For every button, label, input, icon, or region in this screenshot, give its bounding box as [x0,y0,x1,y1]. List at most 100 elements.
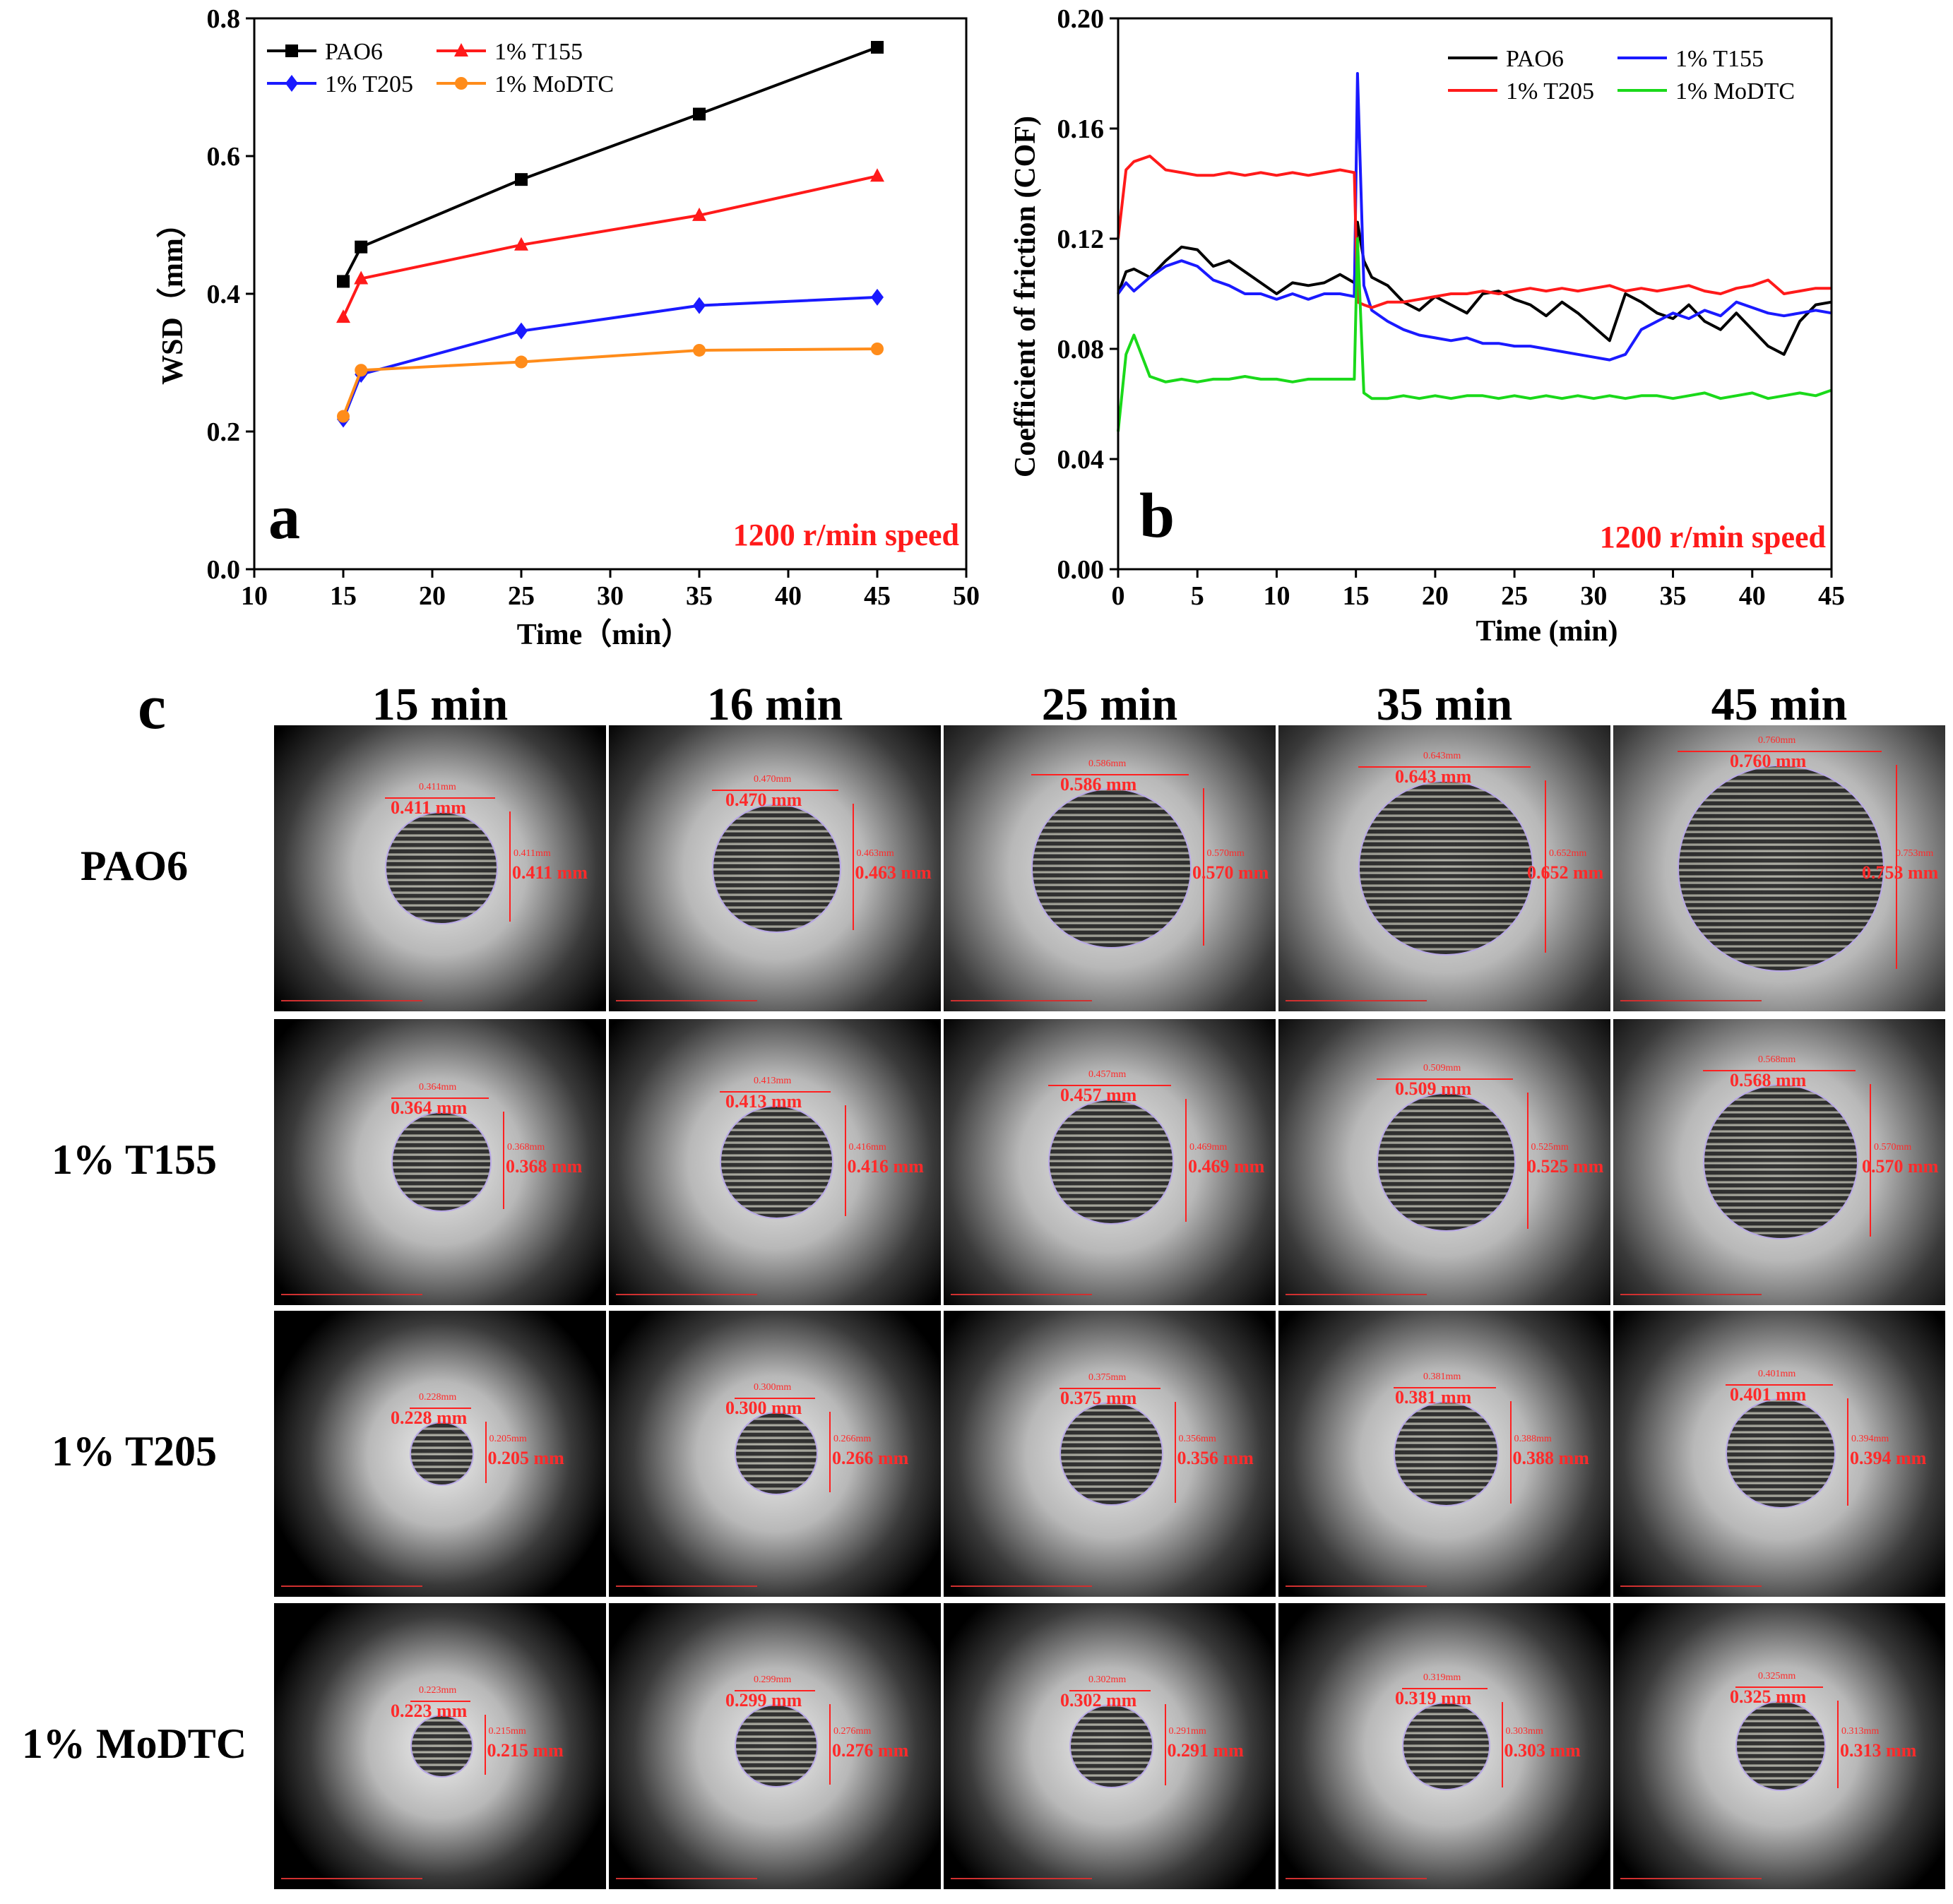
small-vertical-measurement: 0.313mm [1841,1726,1880,1737]
legend-label: 1% T205 [1506,78,1594,105]
x-tick-label: 40 [775,581,802,611]
vertical-measurement: 0.388 mm [1512,1448,1589,1468]
vertical-dimension-line [1202,787,1204,946]
vertical-measurement: 0.463 mm [855,862,932,883]
wear-scar-micrograph: 0.375mm 0.375 mm 0.356mm 0.356 mm [944,1311,1276,1597]
wear-scar-micrograph: 0.470mm 0.470 mm 0.463mm 0.463 mm [609,725,941,1011]
horizontal-dimension-line [719,1090,831,1093]
series-line-1-t155 [342,174,878,319]
x-tick-label: 15 [330,581,357,611]
scale-bar [1620,1585,1762,1587]
data-point [870,168,884,182]
column-header: 25 min [1041,679,1178,730]
horizontal-measurement: 0.223 mm [391,1700,468,1721]
vertical-dimension-line [503,1112,504,1209]
horizontal-dimension-line [1059,1387,1160,1389]
vertical-measurement: 0.416 mm [847,1156,924,1177]
horizontal-measurement: 0.319 mm [1395,1687,1472,1708]
wear-scar [1677,764,1884,972]
horizontal-measurement: 0.299 mm [725,1690,802,1710]
plot-frame [1117,17,1833,571]
legend-label: PAO6 [1506,46,1564,72]
small-vertical-measurement: 0.416mm [848,1142,886,1153]
y-tick-label: 0.16 [1057,114,1105,144]
y-axis-label: Coefficient of friction (COF) [1009,116,1042,477]
horizontal-dimension-line [1358,766,1531,768]
horizontal-measurement: 0.413 mm [725,1090,802,1112]
vertical-measurement: 0.356 mm [1177,1448,1254,1468]
small-vertical-measurement: 0.266mm [833,1434,872,1444]
scale-bar [281,1878,422,1879]
small-horizontal-measurement: 0.302mm [1088,1674,1127,1685]
small-vertical-measurement: 0.570mm [1206,848,1245,859]
scale-bar [616,1585,757,1587]
legend-marker [285,75,298,92]
scale-bar [1620,1294,1762,1295]
vertical-dimension-line [1895,764,1897,969]
vertical-dimension-line [829,1704,831,1785]
vertical-dimension-line [1501,1701,1503,1787]
small-vertical-measurement: 0.570mm [1874,1142,1912,1153]
horizontal-dimension-line [385,797,495,799]
small-horizontal-measurement: 0.300mm [754,1382,792,1393]
vertical-dimension-line [1164,1703,1166,1785]
vertical-dimension-line [1526,1092,1528,1229]
scale-bar [1286,1000,1427,1001]
horizontal-measurement: 0.401 mm [1730,1384,1807,1405]
vertical-dimension-line [1185,1099,1187,1222]
small-vertical-measurement: 0.411mm [514,848,551,859]
wear-scar-micrograph: 0.228mm 0.228 mm 0.205mm 0.205 mm [274,1311,606,1597]
series-line-1-modtc [1117,237,1832,432]
scale-bar [1620,1000,1762,1001]
horizontal-measurement: 0.586 mm [1060,773,1137,795]
x-tick-label: 20 [1422,581,1449,611]
column-header: 15 min [372,679,509,730]
y-axis-label: WSD（mm） [156,208,189,385]
wear-scar-micrograph: 0.643mm 0.643 mm 0.652mm 0.652 mm [1278,725,1610,1011]
small-vertical-measurement: 0.652mm [1549,848,1587,859]
data-point [355,240,368,254]
x-tick-label: 20 [419,581,446,611]
y-tick-label: 0.8 [207,4,241,34]
data-point [693,107,706,121]
wear-scar-micrograph: 0.299mm 0.299 mm 0.276mm 0.276 mm [609,1603,941,1889]
vertical-dimension-line [829,1412,831,1492]
small-vertical-measurement: 0.303mm [1505,1726,1543,1737]
vertical-dimension-line [484,1714,486,1775]
small-horizontal-measurement: 0.643mm [1423,751,1461,761]
legend-label: 1% MoDTC [494,71,614,97]
wear-scar [735,1412,818,1495]
wear-scar-micrograph: 0.413mm 0.413 mm 0.416mm 0.416 mm [609,1019,941,1305]
legend-marker [285,44,298,57]
horizontal-measurement: 0.375 mm [1060,1387,1137,1408]
row-header: 1% T155 [52,1136,217,1183]
wear-scar [1726,1398,1836,1509]
panel-c: c 15 min 16 min 25 min 35 min 45 min PAO6 0.41… [0,664,1953,1904]
vertical-measurement: 0.753 mm [1862,862,1939,883]
horizontal-dimension-line [1393,1386,1496,1388]
wear-scar-micrograph: 0.568mm 0.568 mm 0.570mm 0.570 mm [1613,1019,1945,1305]
scale-bar [281,1585,422,1587]
wear-scar-micrograph: 0.760mm 0.760 mm 0.753mm 0.753 mm [1613,725,1945,1011]
wear-scar [1358,780,1533,956]
vertical-measurement: 0.215 mm [487,1740,564,1761]
wear-scar [1393,1400,1499,1506]
small-horizontal-measurement: 0.375mm [1088,1372,1127,1383]
wear-scar-micrograph: 0.364mm 0.364 mm 0.368mm 0.368 mm [274,1019,606,1305]
wear-scar-micrograph: 0.300mm 0.300 mm 0.266mm 0.266 mm [609,1311,941,1597]
horizontal-dimension-line [391,1097,489,1099]
series-line-pao6 [1117,220,1832,356]
legend-label: 1% T155 [494,39,583,65]
y-tick-label: 0.4 [207,280,241,309]
data-point [871,288,884,306]
series-line-1-t205 [342,295,878,420]
small-horizontal-measurement: 0.299mm [754,1674,792,1685]
vertical-measurement: 0.368 mm [506,1156,583,1177]
wear-scar [719,1105,833,1219]
plot-frame [253,17,968,571]
horizontal-measurement: 0.643 mm [1395,766,1472,787]
horizontal-dimension-line [735,1690,815,1691]
small-vertical-measurement: 0.368mm [507,1142,545,1153]
data-point [515,173,528,186]
wear-scar [410,1714,473,1778]
